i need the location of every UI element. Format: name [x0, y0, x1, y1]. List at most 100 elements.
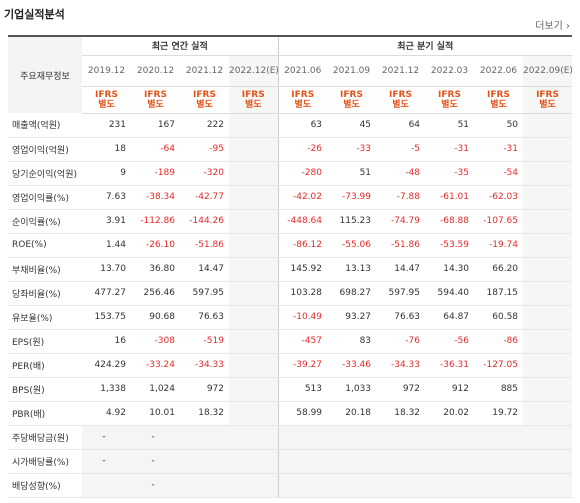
table-cell: [523, 305, 573, 330]
ifrs-text: IFRS: [241, 89, 265, 100]
row-label: 순이익률(%): [8, 209, 82, 234]
table-cell: [229, 281, 279, 306]
ifrs-text: IFRS: [438, 89, 461, 100]
table-row: PBR(배) 4.92 10.01 18.32 58.99 20.18 18.32 20.02…: [8, 401, 573, 426]
table-cell: 1,338: [82, 377, 131, 402]
table-cell: -107.65: [474, 209, 524, 234]
table-cell: [376, 425, 426, 450]
ifrs-basis-text: 별도: [343, 99, 360, 110]
table-cell: -74.79: [376, 209, 426, 234]
table-cell: 972: [376, 377, 426, 402]
table-cell: 90.68: [131, 305, 180, 330]
ifrs-text: IFRS: [536, 89, 559, 100]
table-cell: -33.46: [327, 353, 377, 378]
row-label: PBR(배): [8, 401, 82, 426]
table-cell: -62.03: [474, 185, 524, 210]
row-label: 매출액(억원): [8, 113, 82, 138]
table-cell: [229, 377, 279, 402]
table-cell: -51.86: [180, 233, 229, 258]
table-cell: [229, 473, 279, 498]
table-cell: 1,033: [327, 377, 377, 402]
table-corner-label: 주요재무정보: [8, 36, 82, 113]
table-cell: -38.34: [131, 185, 180, 210]
table-cell: -39.27: [277, 353, 328, 378]
table-cell: 36.80: [131, 257, 180, 282]
row-label: 영업이익(억원): [8, 137, 82, 162]
table-cell: -64: [131, 137, 180, 162]
table-cell: 103.28: [277, 281, 328, 306]
table-row: 배당성향(%) -: [8, 473, 573, 498]
more-link[interactable]: 더보기 ›: [535, 21, 570, 32]
table-cell: 9: [82, 161, 131, 186]
table-cell: [277, 473, 328, 498]
quarter-date-header: 2022.06: [474, 55, 524, 87]
table-cell: 4.92: [82, 401, 131, 426]
table-cell: [229, 209, 279, 234]
table-cell: [180, 473, 229, 498]
row-label: PER(배): [8, 353, 82, 378]
table-cell: [229, 257, 279, 282]
ifrs-label: IFRS 별도: [523, 86, 573, 114]
table-row: PER(배) 424.29 -33.24 -34.33 -39.27 -33.46 -34.…: [8, 353, 573, 378]
table-cell: 1,024: [131, 377, 180, 402]
table-cell: [425, 449, 475, 474]
financial-table: 주요재무정보 최근 연간 실적 최근 분기 실적 2019.12 2020.12 2…: [8, 35, 573, 498]
table-cell: 222: [180, 113, 229, 138]
table-cell: 256.46: [131, 281, 180, 306]
table-cell: -308: [131, 329, 180, 354]
annual-date-header: 2021.12: [180, 55, 229, 87]
row-label: 부채비율(%): [8, 257, 82, 282]
table-cell: [425, 425, 475, 450]
table-cell: -95: [180, 137, 229, 162]
table-cell: 18.32: [180, 401, 229, 426]
table-cell: -457: [277, 329, 328, 354]
ifrs-label: IFRS 별도: [180, 86, 229, 114]
table-cell: -33.24: [131, 353, 180, 378]
table-cell: [523, 473, 573, 498]
table-cell: [376, 473, 426, 498]
table-cell: -448.64: [277, 209, 328, 234]
table-cell: -86.12: [277, 233, 328, 258]
ifrs-basis-text: 별도: [441, 99, 458, 110]
row-label: BPS(원): [8, 377, 82, 402]
table-row: 매출액(억원) 231 167 222 63 45 64 51 50: [8, 113, 573, 138]
ifrs-label: IFRS 별도: [474, 86, 524, 114]
table-cell: [327, 425, 377, 450]
table-cell: [523, 425, 573, 450]
table-cell: -48: [376, 161, 426, 186]
table-row: 당기순이익(억원) 9 -189 -320 -280 51 -48 -35 -54: [8, 161, 573, 186]
table-cell: 13.13: [327, 257, 377, 282]
table-cell: -19.74: [474, 233, 524, 258]
table-cell: 698.27: [327, 281, 377, 306]
table-cell: [327, 449, 377, 474]
table-cell: -: [82, 449, 131, 474]
table-cell: -127.05: [474, 353, 524, 378]
table-cell: [229, 425, 279, 450]
table-cell: 597.95: [180, 281, 229, 306]
table-cell: [523, 329, 573, 354]
table-cell: 14.47: [376, 257, 426, 282]
table-cell: -86: [474, 329, 524, 354]
row-label: 당좌비율(%): [8, 281, 82, 306]
ifrs-text: IFRS: [340, 89, 363, 100]
quarter-date-header: 2022.03: [425, 55, 475, 87]
annual-date-header: 2019.12: [82, 55, 131, 87]
table-cell: 167: [131, 113, 180, 138]
table-cell: 477.27: [82, 281, 131, 306]
table-row: 영업이익(억원) 18 -64 -95 -26 -33 -5 -31 -31: [8, 137, 573, 162]
table-cell: 7.63: [82, 185, 131, 210]
table-cell: -51.86: [376, 233, 426, 258]
table-cell: 76.63: [180, 305, 229, 330]
quarter-date-header: 2022.09(E): [523, 55, 573, 87]
table-cell: [523, 449, 573, 474]
table-cell: -73.99: [327, 185, 377, 210]
table-cell: -76: [376, 329, 426, 354]
table-cell: -54: [474, 161, 524, 186]
table-cell: 60.58: [474, 305, 524, 330]
table-cell: 51: [327, 161, 377, 186]
table-cell: 18.32: [376, 401, 426, 426]
table-row: ROE(%) 1.44 -26.10 -51.86 -86.12 -55.06 -51.86…: [8, 233, 573, 258]
table-cell: -35: [425, 161, 475, 186]
table-cell: -26: [277, 137, 328, 162]
table-cell: -55.06: [327, 233, 377, 258]
